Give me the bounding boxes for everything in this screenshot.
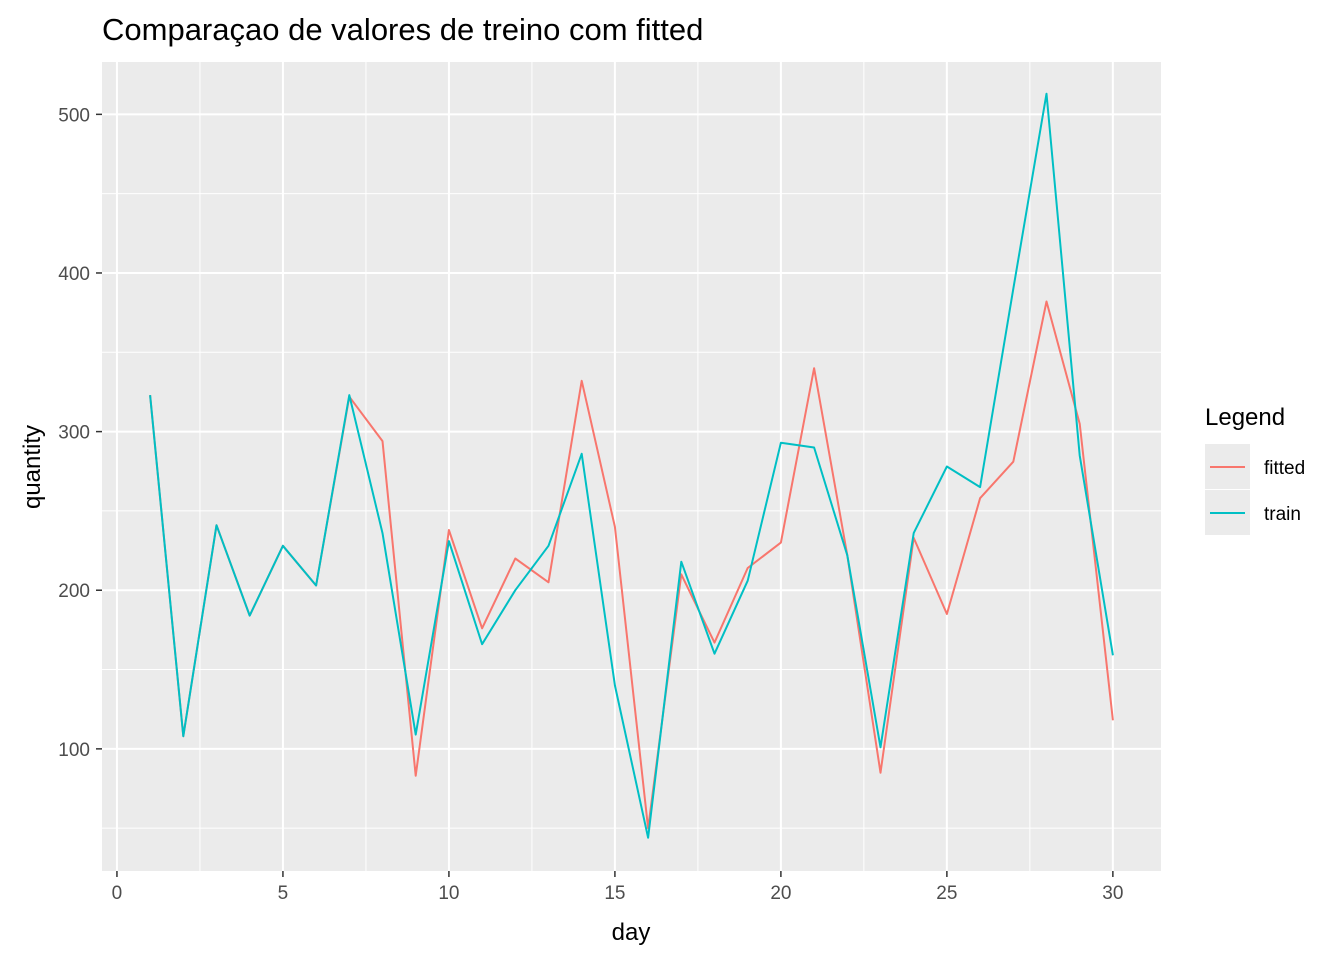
- major-gridlines: [102, 62, 1161, 871]
- legend-title: Legend: [1205, 404, 1285, 431]
- legend: Legend fitted train: [1205, 404, 1305, 535]
- x-tick-label: 20: [770, 883, 791, 904]
- x-tick-label: 15: [604, 883, 625, 904]
- legend-item-fitted: fitted: [1205, 444, 1305, 489]
- legend-label-train: train: [1264, 504, 1301, 525]
- legend-label-fitted: fitted: [1264, 458, 1305, 479]
- y-tick-label: 300: [58, 423, 90, 444]
- y-axis-title: quantity: [19, 425, 46, 509]
- y-tick-label: 200: [58, 581, 90, 602]
- x-axis: 0 5 10 15 20 25 30: [112, 871, 1123, 904]
- y-tick-label: 500: [58, 105, 90, 126]
- x-axis-title: day: [612, 919, 651, 946]
- series-line-train: [149, 92, 1114, 839]
- y-tick-label: 400: [58, 264, 90, 285]
- x-tick-label: 30: [1102, 883, 1123, 904]
- chart-title: Comparaçao de valores de treino com fitt…: [102, 12, 703, 47]
- y-tick-label: 100: [58, 740, 90, 761]
- legend-item-train: train: [1205, 490, 1301, 535]
- x-tick-label: 25: [936, 883, 957, 904]
- y-axis: 100 200 300 400 500: [58, 105, 102, 761]
- x-tick-label: 10: [438, 883, 459, 904]
- x-tick-label: 0: [112, 883, 123, 904]
- x-tick-label: 5: [278, 883, 289, 904]
- series-lines: [149, 92, 1114, 839]
